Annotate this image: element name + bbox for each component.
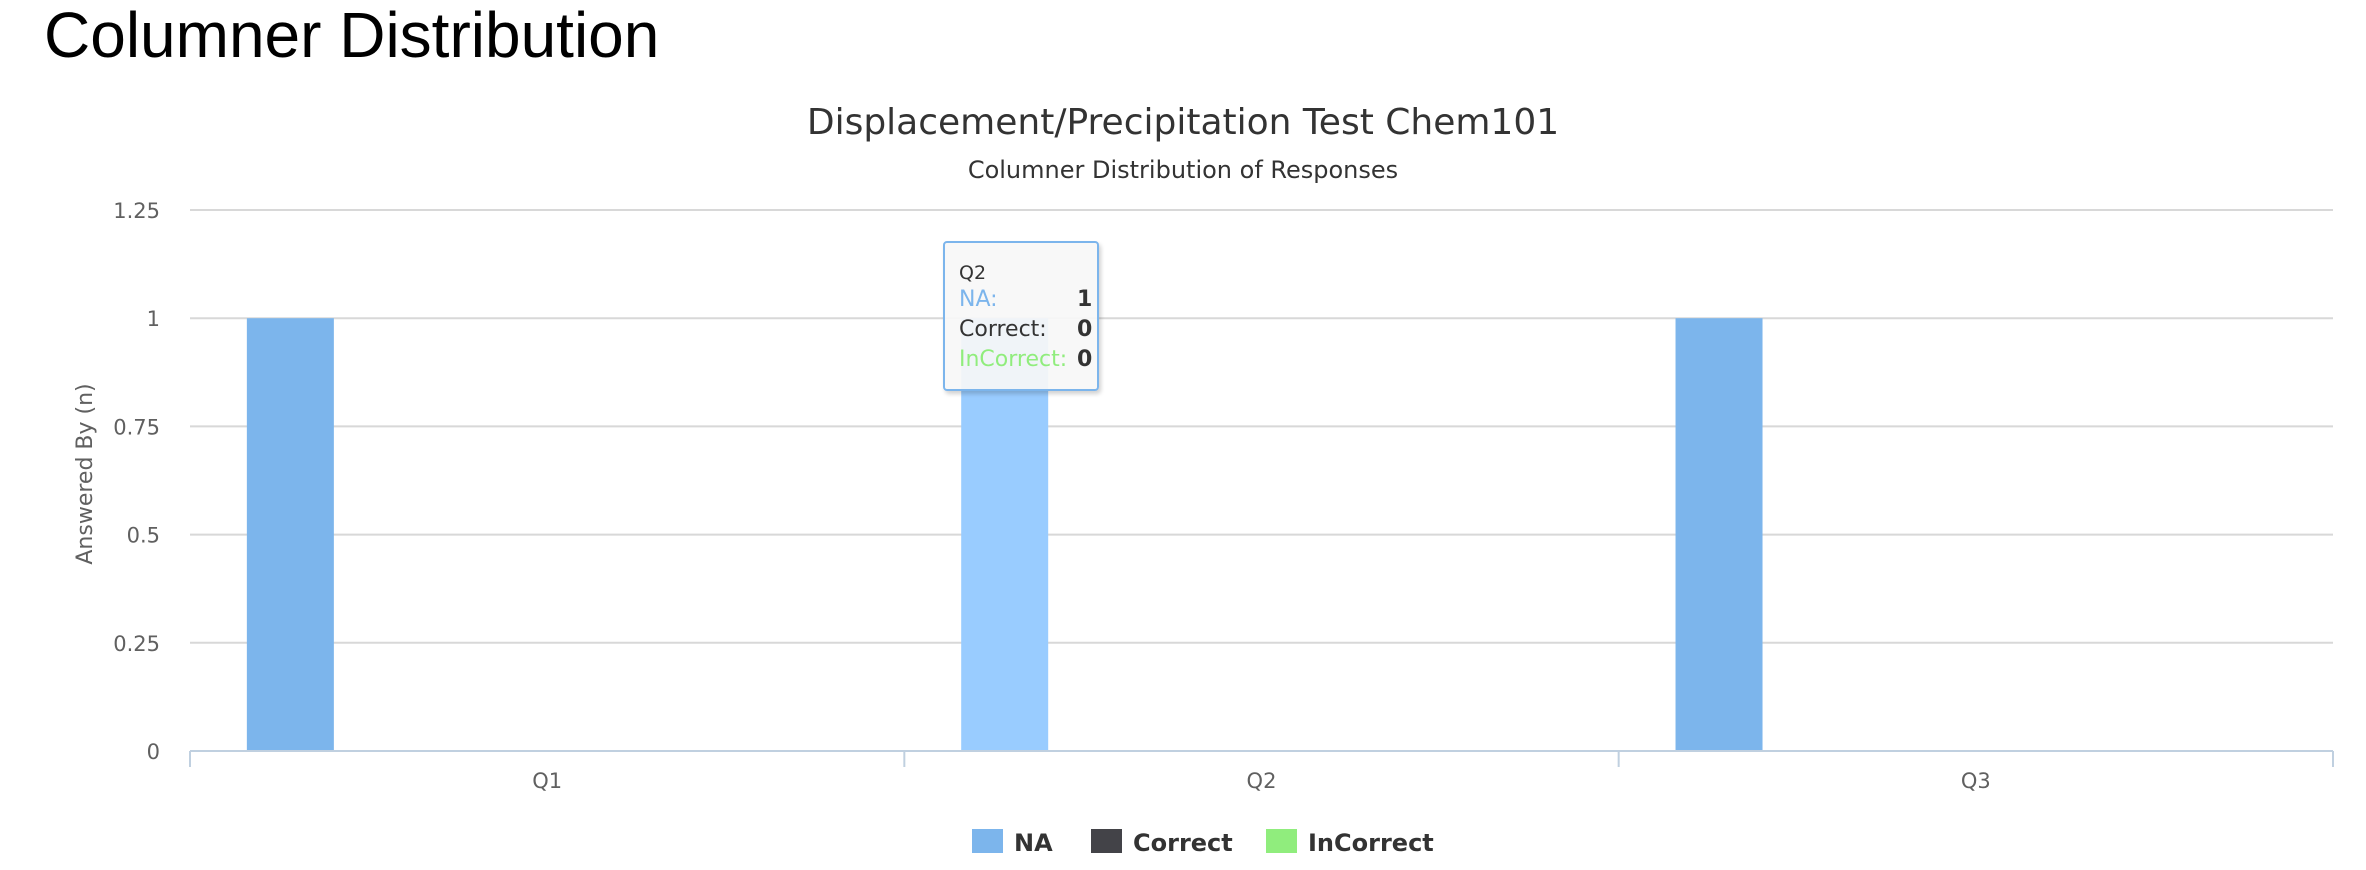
- tooltip-value-correct: 0: [1077, 317, 1093, 342]
- gridlines: [190, 209, 2333, 644]
- y-tick-label: 0.25: [113, 632, 160, 656]
- x-tick-label: Q2: [1247, 769, 1277, 793]
- y-tick-label: 1.25: [113, 199, 160, 223]
- legend-label-incorrect[interactable]: InCorrect: [1308, 829, 1434, 857]
- x-tick-label: Q3: [1961, 769, 1991, 793]
- y-axis-title: Answered By (n): [73, 383, 98, 564]
- legend-label-na[interactable]: NA: [1014, 829, 1053, 857]
- tooltip-row-na: NA: 1: [959, 285, 1097, 315]
- y-tick-label: 1: [147, 307, 160, 331]
- page-title: Columner Distribution: [44, 0, 660, 71]
- legend-swatch-na[interactable]: [972, 829, 1003, 853]
- legend-label-correct[interactable]: Correct: [1133, 829, 1233, 857]
- legend: NA Correct InCorrect: [972, 829, 1434, 857]
- tooltip-value-na: 1: [1077, 287, 1093, 312]
- tooltip-row-correct: Correct: 0: [959, 315, 1097, 345]
- tooltip-label-incorrect: InCorrect:: [959, 347, 1068, 372]
- chart-subtitle: Columner Distribution of Responses: [968, 156, 1398, 184]
- bar-na-q3[interactable]: [1675, 318, 1763, 751]
- tooltip-header: Q2: [959, 262, 987, 284]
- x-tick-label: Q1: [532, 769, 562, 793]
- bar-na-q1[interactable]: [246, 318, 334, 751]
- x-axis: Q1 Q2 Q3: [189, 750, 2334, 793]
- y-tick-label: 0.5: [127, 524, 160, 548]
- y-tick-label: 0: [147, 740, 160, 764]
- legend-swatch-incorrect[interactable]: [1266, 829, 1297, 853]
- tooltip-row-incorrect: InCorrect: 0: [959, 345, 1097, 375]
- tooltip: Q2 NA: 1 Correct: 0 InCorrect: 0: [943, 241, 1099, 391]
- tooltip-label-correct: Correct:: [959, 317, 1047, 342]
- tooltip-label-na: NA:: [959, 287, 998, 312]
- y-axis-ticks: 0 0.25 0.5 0.75 1 1.25: [113, 199, 160, 764]
- tooltip-value-incorrect: 0: [1077, 347, 1093, 372]
- legend-swatch-correct[interactable]: [1091, 829, 1122, 853]
- chart-title: Displacement/Precipitation Test Chem101: [807, 102, 1559, 143]
- y-tick-label: 0.75: [113, 415, 160, 439]
